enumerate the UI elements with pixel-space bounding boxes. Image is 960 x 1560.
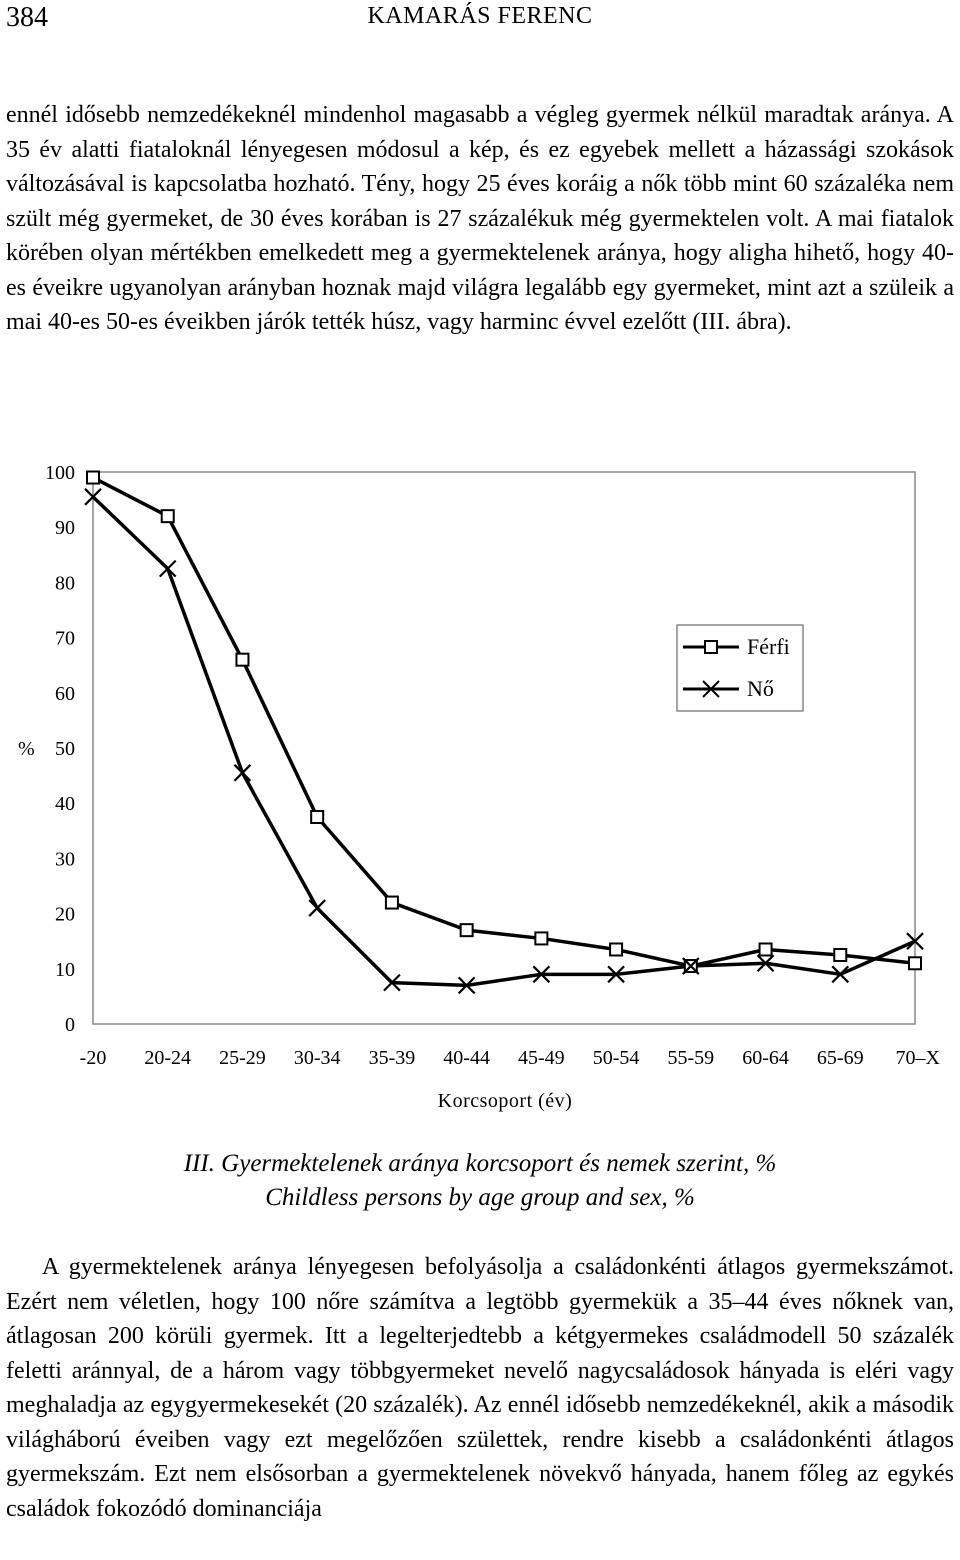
data-point-ferfi [86, 470, 100, 485]
x-tick-label: 70–X [896, 1047, 941, 1069]
x-tick-label: 60-64 [742, 1047, 789, 1069]
x-tick-label: 25-29 [219, 1047, 266, 1069]
y-tick-label: 30 [55, 848, 75, 870]
series-layer [84, 470, 924, 995]
data-point-ferfi [459, 923, 474, 938]
x-tick-label: 55-59 [667, 1047, 714, 1069]
x-tick-labels: -20 20-24 25-29 30-34 35-39 40-44 45-49 50-54 55… [80, 1047, 941, 1069]
paragraph-1-text: ennél idősebb nemzedékeknél mindenhol ma… [6, 102, 954, 335]
data-point-no [457, 976, 476, 995]
data-point-ferfi [310, 810, 325, 824]
body-paragraph-2: A gyermektelenek aránya lényegesen befol… [6, 1250, 954, 1526]
data-point-no [756, 954, 775, 973]
y-tick-label: 80 [55, 572, 75, 594]
data-point-ferfi [235, 652, 250, 667]
page-header: 384 KAMARÁS FERENC [0, 0, 960, 44]
data-point-ferfi [160, 509, 175, 524]
data-point-no [383, 973, 401, 992]
figure-caption-hu: III. Gyermektelenek aránya korcsoport és… [183, 1150, 777, 1177]
x-tick-label: 50-54 [593, 1047, 640, 1069]
x-axis-label: Korcsoport (év) [438, 1090, 573, 1112]
legend-marker-ferfi [704, 640, 718, 654]
x-tick-label: -20 [80, 1047, 107, 1069]
y-tick-label: 60 [55, 683, 75, 705]
data-point-no [682, 957, 700, 975]
figure-caption-en: Childless persons by age group and sex, … [265, 1184, 695, 1211]
data-point-ferfi [609, 942, 624, 957]
data-point-no [158, 559, 177, 578]
x-tick-label: 30-34 [294, 1047, 341, 1069]
plot-area [92, 471, 916, 1025]
y-tick-label: 50 [55, 738, 75, 760]
data-point-no [308, 899, 326, 917]
x-tick-label: 35-39 [369, 1047, 416, 1069]
legend: Férfi Nő [676, 624, 804, 712]
x-tick-label: 40-44 [443, 1047, 490, 1069]
y-tick-label: 0 [65, 1014, 75, 1036]
data-point-ferfi [384, 895, 399, 910]
y-tick-label: 100 [45, 462, 75, 484]
x-tick-label: 20-24 [144, 1047, 191, 1069]
paragraph-2-text: A gyermektelenek aránya lényegesen befol… [6, 1254, 954, 1522]
data-point-no [84, 488, 102, 506]
y-tick-label: 10 [55, 959, 75, 981]
legend-label-no: Nő [747, 676, 774, 701]
y-tick-label: 40 [55, 793, 75, 815]
y-tick-label: 20 [55, 904, 75, 926]
data-point-ferfi [908, 956, 922, 971]
data-point-ferfi [758, 942, 773, 957]
legend-marker-no [702, 680, 720, 698]
data-point-ferfi [833, 948, 848, 962]
data-point-ferfi [534, 931, 549, 946]
childless-line-chart: 0 10 20 30 40 50 60 70 80 90 100 -20 20-24 25-29 30-3… [18, 462, 941, 1112]
legend-box [676, 624, 804, 712]
y-tick-label: 70 [55, 628, 75, 650]
data-point-no [831, 965, 850, 984]
series-line-no [91, 495, 916, 988]
y-tick-labels: 0 10 20 30 40 50 60 70 80 90 100 [45, 462, 75, 1036]
series-line-ferfi [92, 475, 916, 968]
page-number: 384 [6, 2, 48, 33]
body-paragraph-1: ennél idősebb nemzedékeknél mindenhol ma… [6, 98, 954, 340]
running-head: KAMARÁS FERENC [367, 3, 593, 29]
x-tick-label: 45-49 [518, 1047, 565, 1069]
y-tick-label: 90 [55, 517, 75, 539]
x-tick-label: 65-69 [817, 1047, 864, 1069]
y-axis-label: % [18, 738, 35, 760]
data-point-no [607, 965, 625, 984]
data-point-no [532, 965, 551, 984]
legend-label-ferfi: Férfi [747, 634, 790, 659]
data-point-no [906, 932, 924, 950]
data-point-no [233, 764, 252, 782]
